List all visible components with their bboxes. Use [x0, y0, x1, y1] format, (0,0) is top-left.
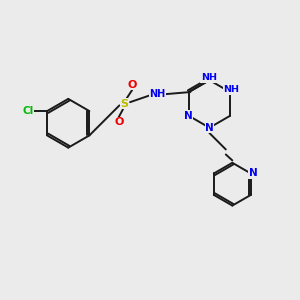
Text: O: O [128, 80, 137, 90]
Text: S: S [121, 99, 129, 109]
Text: N: N [205, 123, 214, 133]
Text: NH: NH [224, 85, 239, 94]
Text: NH: NH [149, 89, 166, 99]
Text: N: N [184, 111, 193, 121]
Text: N: N [249, 169, 258, 178]
Text: O: O [114, 117, 124, 128]
Text: Cl: Cl [22, 106, 34, 116]
Text: NH: NH [201, 73, 217, 82]
